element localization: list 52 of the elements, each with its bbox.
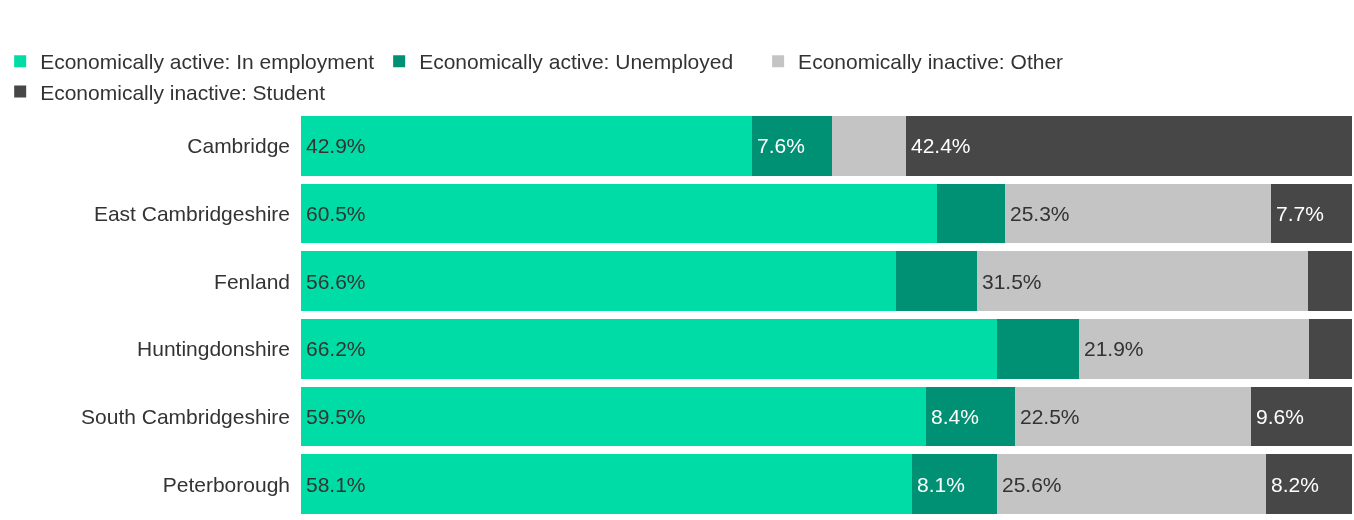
data-label: 22.5% bbox=[1020, 405, 1080, 428]
data-label: 21.9% bbox=[1084, 337, 1144, 360]
data-label: 7.6% bbox=[757, 134, 805, 157]
bar bbox=[1251, 386, 1352, 447]
bar bbox=[301, 251, 896, 311]
bar bbox=[1271, 183, 1352, 244]
data-label: 58.1% bbox=[306, 473, 366, 496]
data-label: 9.6% bbox=[1256, 405, 1304, 428]
bar bbox=[996, 454, 1266, 514]
y-tick-label: Cambridge bbox=[187, 134, 290, 158]
data-label: 60.5% bbox=[306, 202, 366, 225]
y-tick-label: Huntingdonshire bbox=[137, 337, 290, 361]
bar bbox=[1014, 386, 1252, 447]
bar bbox=[926, 386, 1015, 447]
data-label: 42.4% bbox=[911, 134, 971, 157]
legend-label: Economically inactive: Student bbox=[40, 80, 326, 104]
bar bbox=[1078, 319, 1309, 379]
data-label: 25.3% bbox=[1010, 202, 1070, 225]
bar bbox=[1005, 183, 1272, 244]
data-label: 66.2% bbox=[306, 337, 366, 360]
bar bbox=[895, 251, 977, 311]
legend-label: Economically inactive: Other bbox=[798, 50, 1064, 74]
data-label: 8.4% bbox=[931, 405, 979, 428]
data-label: 8.1% bbox=[917, 473, 965, 496]
bar bbox=[976, 251, 1308, 311]
data-label: 42.9% bbox=[306, 134, 366, 157]
data-label: 56.6% bbox=[306, 270, 366, 293]
bar bbox=[301, 183, 937, 244]
bar bbox=[1308, 319, 1352, 379]
legend-label: Economically active: In employment bbox=[40, 50, 375, 74]
bar bbox=[301, 454, 912, 514]
bar bbox=[996, 319, 1079, 379]
y-tick-label: Peterborough bbox=[162, 472, 290, 496]
legend-label: Economically active: Unemployed bbox=[419, 50, 734, 74]
data-label: 7.7% bbox=[1276, 202, 1324, 225]
data-label: 25.6% bbox=[1002, 473, 1062, 496]
bar bbox=[751, 116, 832, 176]
bar bbox=[1307, 251, 1352, 311]
bar bbox=[301, 116, 752, 176]
bar bbox=[936, 183, 1006, 244]
data-label: 8.2% bbox=[1271, 473, 1319, 496]
data-label: 59.5% bbox=[306, 405, 366, 428]
y-tick-label: South Cambridgeshire bbox=[81, 404, 290, 428]
bar bbox=[831, 116, 907, 176]
data-label: 31.5% bbox=[982, 270, 1042, 293]
bar bbox=[911, 454, 997, 514]
bar bbox=[906, 116, 1352, 176]
bar bbox=[1265, 454, 1352, 514]
bar bbox=[301, 386, 927, 447]
y-tick-label: East Cambridgeshire bbox=[93, 201, 290, 225]
y-tick-label: Fenland bbox=[214, 269, 290, 293]
bar bbox=[301, 319, 997, 379]
